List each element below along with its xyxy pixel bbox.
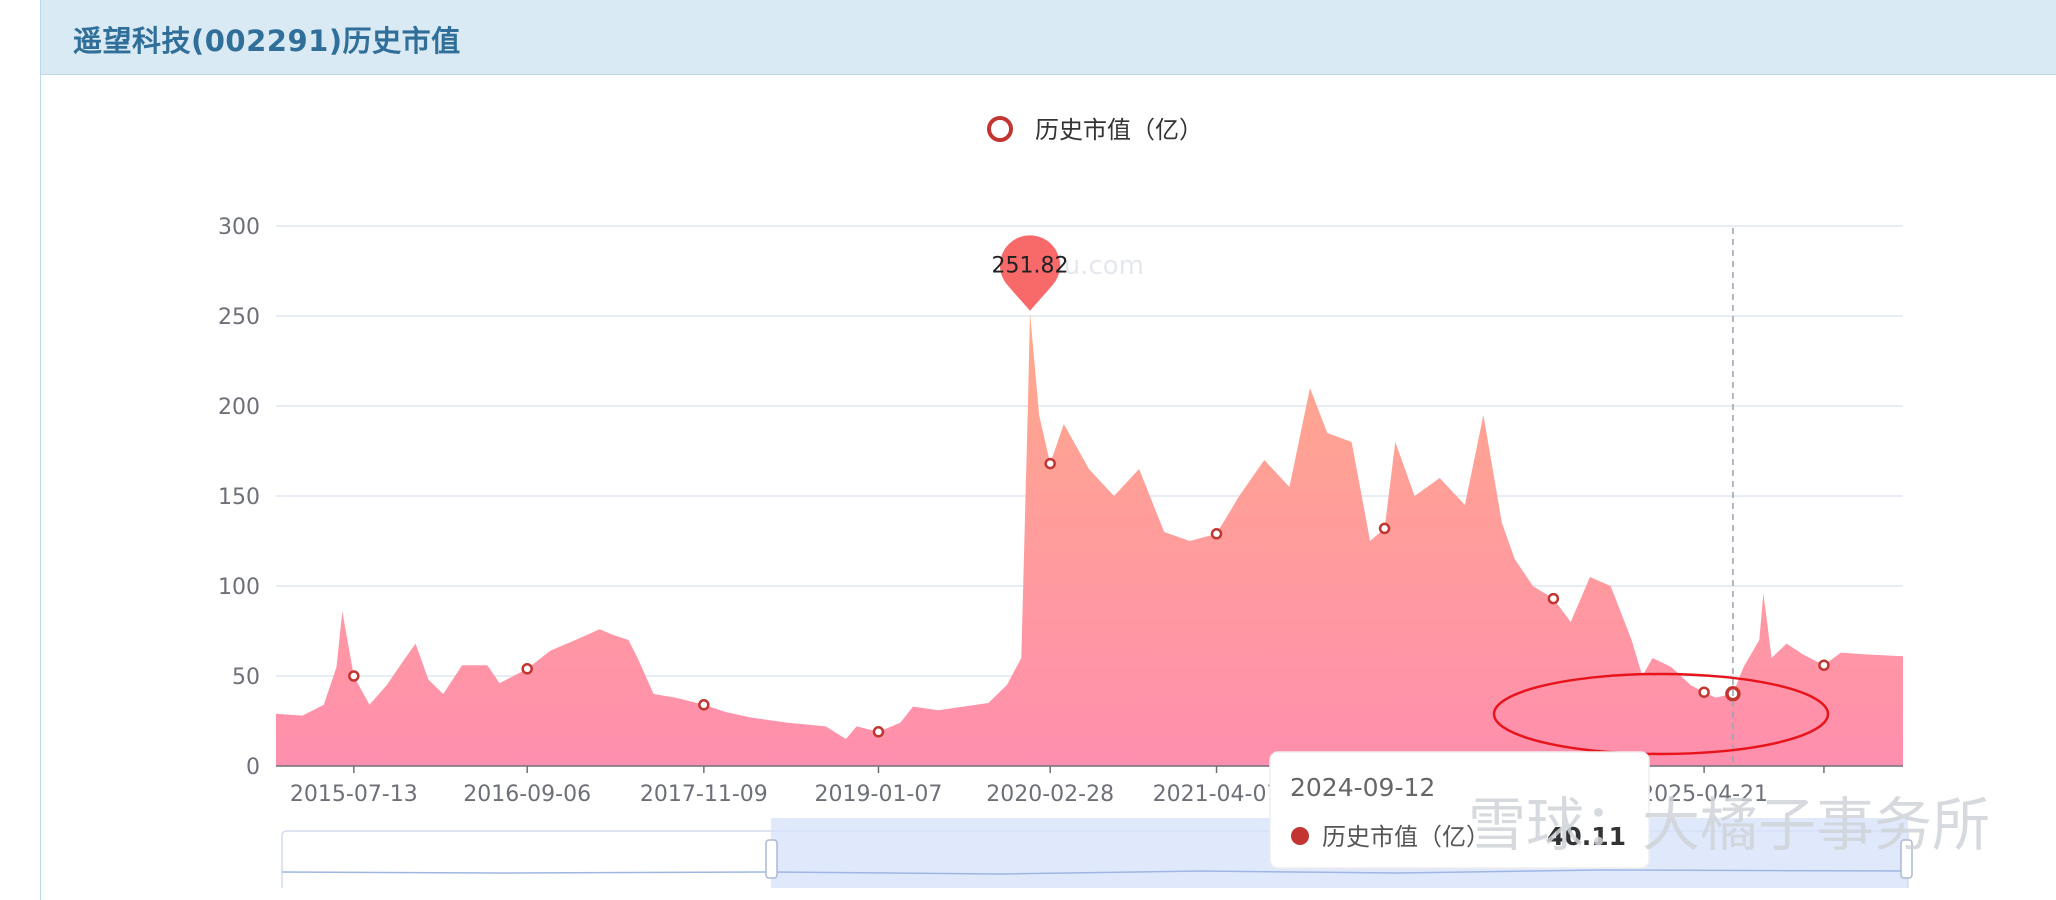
tooltip-series-dot [1291,827,1309,845]
y-tick-label: 200 [218,395,260,420]
legend-marker-icon [987,116,1013,142]
data-point[interactable] [1818,659,1830,671]
source-watermark: 雪球：大橘子事务所 [1468,791,1990,859]
panel-header: 遥望科技(002291)历史市值 [41,0,2056,75]
slider-handle-right[interactable] [1900,839,1913,879]
tooltip-box [1269,751,1650,869]
peak-label: 251.82 [992,254,1069,279]
tooltip-value: 40.11 [1547,822,1626,851]
y-tick-label: 300 [218,215,260,240]
slider-handle-left[interactable] [765,839,778,879]
data-markers[interactable] [348,457,1830,738]
data-point[interactable] [872,726,885,738]
peak-pin[interactable]: 251.82 [992,235,1069,311]
y-tick-label: 50 [232,665,260,690]
pin-icon [999,235,1060,311]
tooltip: 2024-09-12 历史市值（亿） 40.11 [1269,751,1650,869]
data-point[interactable] [348,670,360,682]
y-tick-label: 100 [218,575,260,600]
x-tick-label: 2019-01-07 [815,782,943,807]
data-point[interactable] [1378,522,1391,535]
slider-preview-line [281,869,1909,875]
data-point[interactable] [698,699,710,711]
data-point[interactable] [1210,528,1223,540]
legend[interactable]: 历史市值（亿） [987,116,1203,144]
x-tick-label: 2017-11-09 [640,782,768,807]
series-area[interactable] [276,312,1903,766]
y-tick-label: 150 [218,485,260,510]
x-tick-label: 2020-02-28 [986,782,1114,807]
data-point[interactable] [1547,592,1560,605]
data-point[interactable] [1044,457,1056,470]
legend-label: 历史市值（亿） [1035,116,1203,144]
y-axis: 0 50 100 150 200 250 300 [218,215,260,780]
data-point[interactable] [1698,686,1710,698]
panel-title: 遥望科技(002291)历史市值 [73,24,461,58]
y-tick-label: 250 [218,305,260,330]
tooltip-series-name: 历史市值（亿） [1322,823,1490,851]
x-axis: 2015-07-13 2016-09-06 2017-11-09 2019-01-07… [290,766,1825,807]
y-tick-label: 0 [246,755,260,780]
annotation-ellipse [1492,672,1830,756]
data-point[interactable] [521,663,533,675]
tooltip-date: 2024-09-12 [1290,773,1435,802]
x-tick-label: 2015-07-13 [290,782,418,807]
x-tick-label: 2016-09-06 [463,782,591,807]
x-tick-label: 2021-04-07 [1153,782,1281,807]
x-tick-label: 2025-04-21 [1640,782,1768,807]
